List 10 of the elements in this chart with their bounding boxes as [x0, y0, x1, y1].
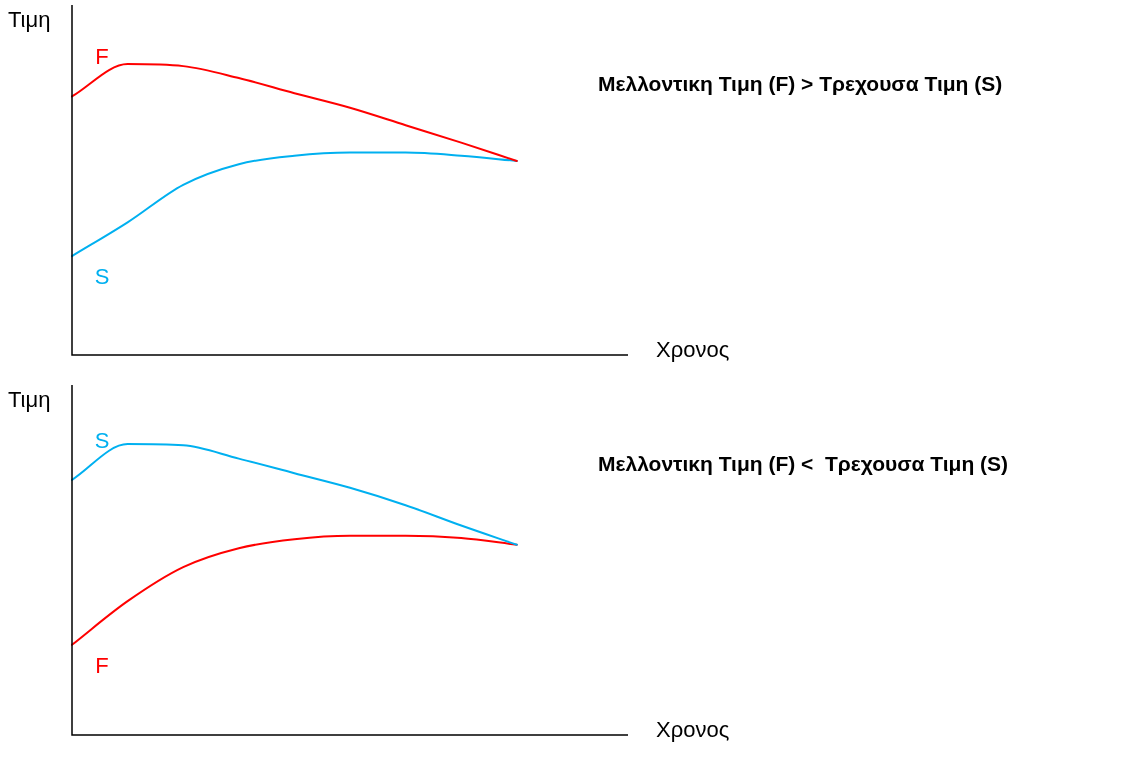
x-axis-title: Χρονος — [656, 717, 730, 743]
series-label: S — [94, 264, 110, 290]
y-axis-title: Τιμη — [8, 7, 51, 33]
x-axis-title: Χρονος — [656, 337, 730, 363]
series-label: F — [95, 44, 109, 70]
series-label: F — [95, 652, 109, 678]
annotation: Μελλοντικη Τιμη (F) > Τρεχουσα Τιμη (S) — [598, 71, 1003, 95]
y-axis-title: Τιμη — [8, 387, 51, 413]
annotation: Μελλοντικη Τιμη (F) < Τρεχουσα Τιμη (S) — [598, 451, 1009, 475]
series-label: S — [94, 427, 110, 453]
